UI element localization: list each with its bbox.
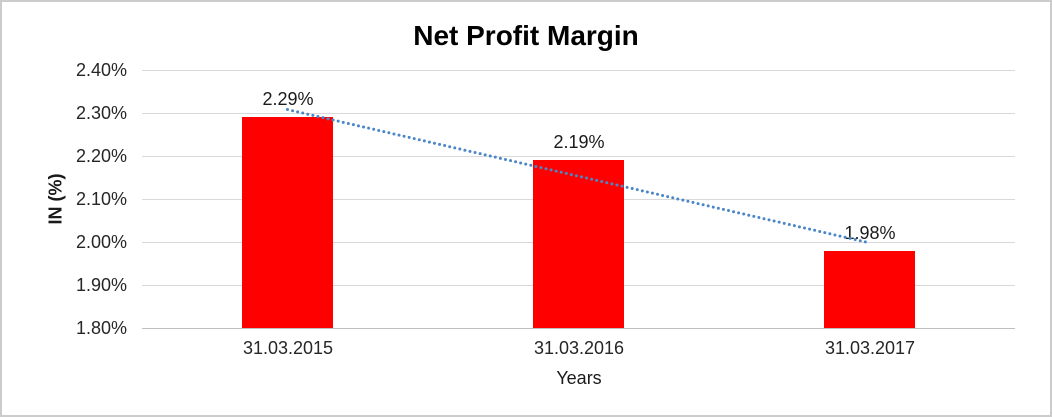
y-tick-label: 2.10% <box>75 189 127 209</box>
x-axis-title: Years <box>556 368 602 388</box>
y-tick-label: 1.90% <box>75 275 127 295</box>
gridline <box>142 70 1015 71</box>
bar-31.03.2016 <box>533 160 624 328</box>
x-tick-label: 31.03.2015 <box>242 338 334 358</box>
y-tick-label: 2.30% <box>75 103 127 123</box>
data-label: 2.19% <box>553 132 605 152</box>
data-label: 2.29% <box>262 89 314 109</box>
bar-31.03.2017 <box>824 251 915 328</box>
x-tick-label: 31.03.2017 <box>824 338 916 358</box>
y-tick-label: 2.40% <box>75 60 127 80</box>
bar-31.03.2015 <box>242 117 333 328</box>
y-tick-label: 1.80% <box>75 318 127 338</box>
y-tick-label: 2.00% <box>75 232 127 252</box>
gridline <box>142 328 1015 329</box>
x-tick-label: 31.03.2016 <box>533 338 625 358</box>
data-label: 1.98% <box>844 223 896 243</box>
gridline <box>142 113 1015 114</box>
y-tick-label: 2.20% <box>75 146 127 166</box>
chart-title: Net Profit Margin <box>413 20 639 51</box>
